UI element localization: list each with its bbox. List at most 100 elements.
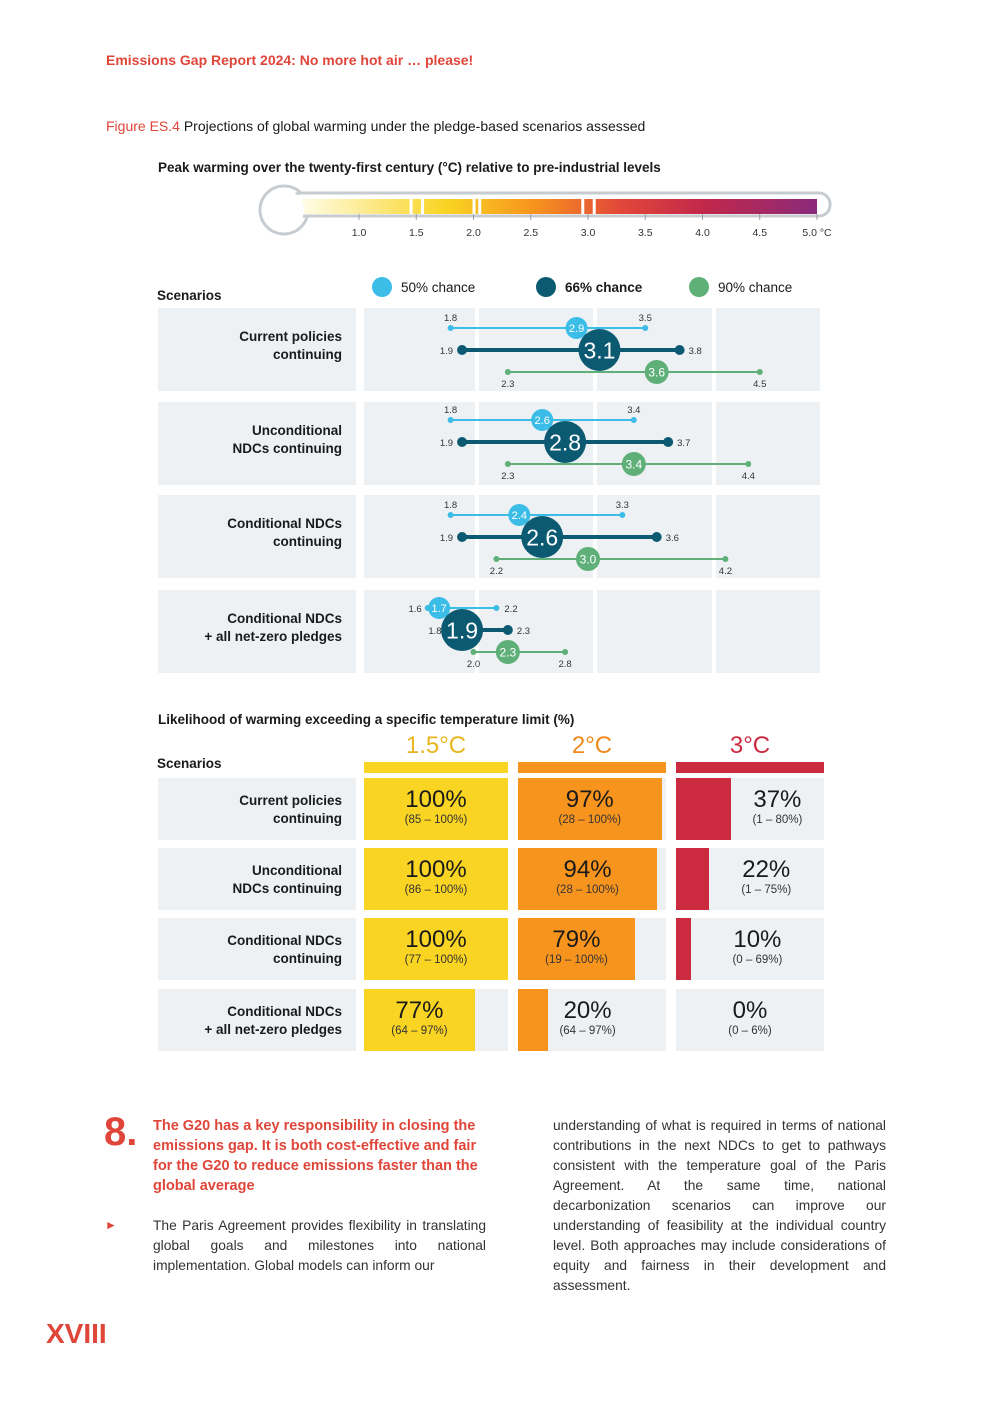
likelihood-row-label-bg xyxy=(158,989,356,1051)
scenario-row-cell-bg xyxy=(364,402,475,485)
scenario-label-line: Current policies xyxy=(239,329,342,344)
likelihood-value: 100% xyxy=(405,786,467,813)
range-low-label: 2.3 xyxy=(501,471,514,482)
scenario-row-cell-bg xyxy=(364,308,475,391)
range-high-label: 4.2 xyxy=(719,566,732,577)
central-estimate-label: 2.8 xyxy=(549,429,581,455)
range-low-label: 2.2 xyxy=(490,566,503,577)
likelihood-scenario-label: Conditional NDCs continuing xyxy=(152,932,342,967)
central-estimate-point xyxy=(621,452,646,476)
likelihood-title: Likelihood of warming exceeding a specif… xyxy=(158,712,575,727)
likelihood-bar xyxy=(676,848,709,910)
likelihood-range: (28 – 100%) xyxy=(556,884,619,896)
legend-label-66: 66% chance xyxy=(565,279,643,295)
range-low-label: 1.9 xyxy=(440,533,453,544)
figure-title-text: Projections of global warming under the … xyxy=(183,118,646,134)
likelihood-value: 37% xyxy=(753,786,802,813)
range-low-label: 2.0 xyxy=(467,659,480,670)
x-tick-label: 4.5 xyxy=(752,227,767,239)
column-header: 1.5°C xyxy=(405,732,467,759)
bullet-arrow-icon: ► xyxy=(105,1218,117,1232)
range-low-label: 1.8 xyxy=(444,405,457,416)
likelihood-bar xyxy=(518,989,548,1051)
scenario-label: Conditional NDCs + all net-zero pledges xyxy=(152,610,342,645)
scenario-row-cell-bg xyxy=(716,495,820,578)
range-high-point xyxy=(562,649,569,655)
likelihood-value: 20% xyxy=(563,997,612,1024)
range-low-label: 1.8 xyxy=(444,500,457,511)
likelihood-scenario-label-line: Current policies xyxy=(239,793,342,808)
central-estimate-point xyxy=(565,317,588,339)
central-estimate-label: 3.1 xyxy=(583,337,615,363)
central-estimate-point xyxy=(578,329,621,371)
thermometer-bulb-inner xyxy=(264,190,304,230)
likelihood-scenario-label: Current policies continuing xyxy=(152,792,342,827)
range-high-label: 4.5 xyxy=(753,379,766,390)
thermometer-separator xyxy=(420,199,424,214)
range-high-point xyxy=(502,625,513,635)
range-high-label: 3.8 xyxy=(689,346,702,357)
likelihood-range: (0 – 69%) xyxy=(732,954,783,966)
scenario-row-cell-bg xyxy=(597,590,712,673)
central-estimate-label: 3.4 xyxy=(625,457,642,471)
range-high-point xyxy=(663,437,674,447)
scenario-label-line: Conditional NDCs xyxy=(227,516,342,531)
x-tick-label: 3.0 xyxy=(581,227,596,239)
range-high-point xyxy=(674,345,685,355)
likelihood-bar xyxy=(364,848,508,910)
central-estimate-point xyxy=(544,421,587,463)
range-low-point xyxy=(457,532,468,542)
likelihood-scenario-label: Conditional NDCs + all net-zero pledges xyxy=(152,1003,342,1038)
range-high-label: 4.4 xyxy=(742,471,755,482)
central-estimate-label: 3.0 xyxy=(580,552,597,566)
scenario-row-cell-bg xyxy=(716,402,820,485)
range-low-point xyxy=(493,556,500,562)
likelihood-bar xyxy=(676,918,691,980)
x-tick-label: 1.5 xyxy=(409,227,424,239)
likelihood-range: (64 – 97%) xyxy=(391,1025,448,1037)
likelihood-scenario-label-line: Unconditional xyxy=(252,863,342,878)
central-estimate-point xyxy=(495,640,520,664)
range-high-point xyxy=(493,605,500,611)
likelihood-scenario-label-line: + all net-zero pledges xyxy=(204,1021,342,1037)
scenario-row-cell-bg xyxy=(364,495,475,578)
range-low-label: 1.9 xyxy=(440,346,453,357)
likelihood-range: (77 – 100%) xyxy=(404,954,468,966)
range-high-point xyxy=(651,532,662,542)
x-tick-label: 2.5 xyxy=(523,227,538,239)
likelihood-value: 100% xyxy=(405,856,467,883)
thermometer-separator xyxy=(409,199,413,214)
likelihood-scenario-label-line: Conditional NDCs xyxy=(227,1004,342,1019)
scenario-row-label-bg xyxy=(158,402,356,485)
range-high-label: 2.8 xyxy=(558,659,571,670)
central-estimate-label: 1.9 xyxy=(446,617,478,643)
scenario-label-line: + all net-zero pledges xyxy=(204,628,342,644)
range-low-label: 1.8 xyxy=(428,626,441,637)
column-header: 3°C xyxy=(729,732,771,759)
range-high-point xyxy=(642,325,649,331)
likelihood-bar xyxy=(676,778,731,840)
likelihood-value: 77% xyxy=(395,997,444,1024)
thermometer-scale: 1.0 1.5 2.0 2.5 3.0 3.5 4.0 4.5 5.0 °C xyxy=(258,184,832,239)
scenario-label: Current policies continuing xyxy=(152,328,342,363)
likelihood-bar xyxy=(518,778,662,840)
x-tick-label: 4.0 xyxy=(695,227,710,239)
scenario-label-line: NDCs continuing xyxy=(232,440,343,456)
range-high-point xyxy=(722,556,729,562)
likelihood-bar xyxy=(518,848,658,910)
likelihood-scenario-label-line: continuing xyxy=(273,950,342,966)
likelihood-range: (64 – 97%) xyxy=(559,1025,616,1037)
legend-50-chance: 50% chance xyxy=(372,277,475,297)
likelihood-range: (86 – 100%) xyxy=(404,884,468,896)
central-estimate-label: 2.6 xyxy=(526,524,558,550)
range-low-point xyxy=(447,512,454,518)
central-estimate-label: 2.3 xyxy=(500,645,517,659)
scenario-label-line: Conditional NDCs xyxy=(227,611,342,626)
figure-number: Figure ES.4 xyxy=(106,118,180,134)
central-estimate-point xyxy=(576,547,600,571)
central-estimate-point xyxy=(441,609,484,651)
peak-warming-title: Peak warming over the twenty-first centu… xyxy=(158,160,661,175)
likelihood-range: (19 – 100%) xyxy=(545,954,608,966)
likelihood-value: 22% xyxy=(742,856,791,883)
likelihood-bar xyxy=(518,918,635,980)
